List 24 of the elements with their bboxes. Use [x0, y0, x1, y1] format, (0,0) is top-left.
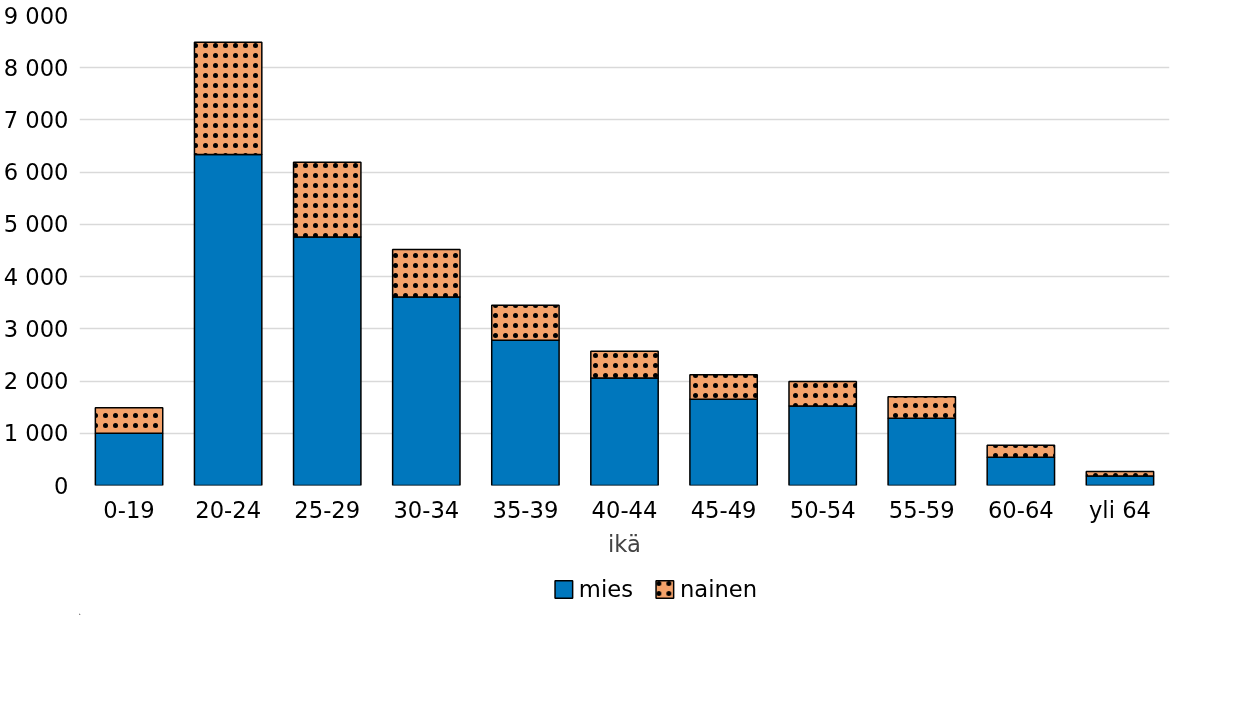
y-tick-label: 8 000 — [3, 54, 69, 81]
y-tick-label: 1 000 — [3, 420, 69, 447]
x-tick-label: 20-24 — [195, 496, 262, 523]
y-tick-label: 2 000 — [3, 368, 69, 395]
x-axis-title: ikä — [608, 530, 641, 557]
x-tick-label: 30-34 — [393, 496, 460, 523]
x-tick-label: 35-39 — [492, 496, 559, 523]
x-tick-label: 60-64 — [987, 496, 1054, 523]
x-tick-label: 40-44 — [591, 496, 658, 523]
y-tick-label: 0 — [54, 472, 69, 499]
y-tick-label: 9 000 — [3, 2, 69, 29]
x-tick-label: 55-59 — [888, 496, 955, 523]
y-tick-label: 6 000 — [3, 159, 69, 186]
x-tick-label: 45-49 — [690, 496, 757, 523]
y-tick-label: 4 000 — [3, 263, 69, 290]
legend-label: mies — [578, 576, 633, 602]
y-tick-label: 5 000 — [3, 211, 69, 238]
x-tick-label: 25-29 — [294, 496, 361, 523]
x-tick-label: 50-54 — [789, 496, 856, 523]
y-tick-label: 7 000 — [3, 106, 69, 133]
x-tick-label: 0-19 — [103, 496, 155, 523]
legend-label: nainen — [679, 576, 758, 602]
x-tick-label: yli 64 — [1088, 496, 1151, 523]
y-tick-label: 3 000 — [3, 315, 69, 342]
